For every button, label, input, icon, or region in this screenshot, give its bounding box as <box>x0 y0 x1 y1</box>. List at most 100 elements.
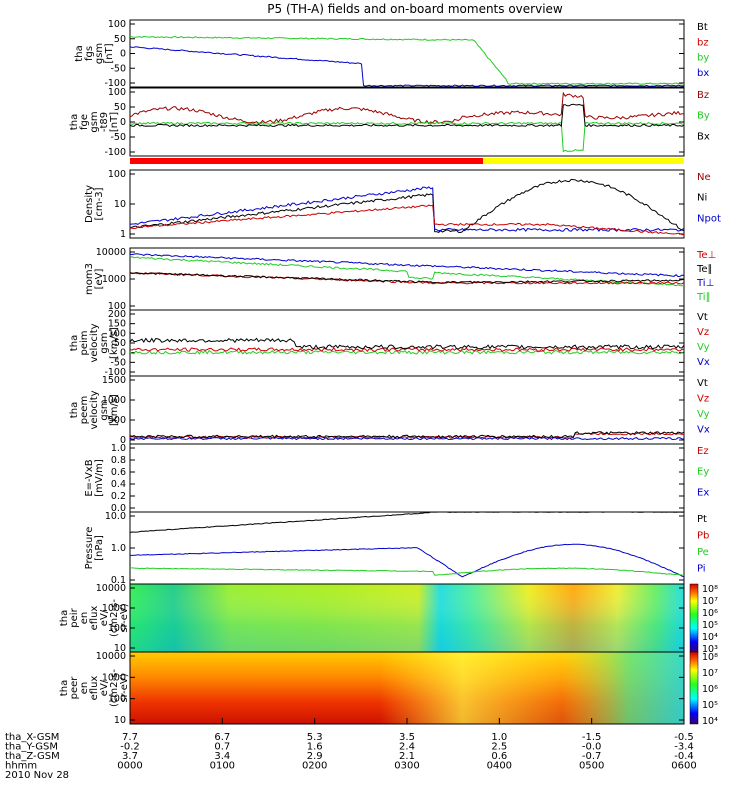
y-axis-label-line: gsm <box>99 399 110 420</box>
ephemeris-label: hhmm <box>5 761 37 772</box>
Tiperp-trace <box>129 253 685 278</box>
ephemeris-y-value: -0.0 <box>582 742 602 753</box>
colorbar <box>689 651 699 725</box>
ephemeris-x-value: 7.7 <box>122 732 138 743</box>
y-tick-label: 0.8 <box>111 455 126 466</box>
ephemeris-t-value: 0000 <box>117 761 142 772</box>
By-trace <box>129 121 685 153</box>
y-axis-label-line: peem <box>79 396 90 424</box>
Vt-trace <box>129 431 685 439</box>
colorbar-label: 10⁵ <box>702 700 718 711</box>
ephemeris-t-value: 0500 <box>579 761 604 772</box>
panel-p7: 1.00.80.60.40.20.0 E=-VxB[mV/m] Ez Ey Ex <box>84 443 709 514</box>
y-axis-label-line: tha <box>69 402 80 418</box>
ephemeris-z-value: 0.6 <box>491 751 507 762</box>
Vt-trace <box>129 337 685 350</box>
legend-Ni: Ni <box>697 193 707 204</box>
colorbar-label: 10⁴ <box>702 632 718 643</box>
ephemeris-t-value: 0400 <box>487 761 512 772</box>
y-tick-label: 100 <box>108 169 126 180</box>
y-axis-label-line: Density <box>84 185 95 223</box>
colorbar-label: 10⁷ <box>702 596 718 607</box>
y-axis-label-line: tha <box>69 114 80 130</box>
y-tick-label: 10.0 <box>105 511 126 522</box>
ephemeris-y-value: 2.4 <box>399 742 415 753</box>
ion-spectrogram-shade <box>130 584 684 652</box>
y-tick-label: 0.1 <box>111 575 126 586</box>
panel-p9: 10000 1000 100 10 thapeirenefluxeV/(cm2-s-sr… <box>59 583 718 655</box>
y-tick-label: 1000 <box>102 672 126 683</box>
y-axis-label-line: -t89 <box>99 112 110 132</box>
y-axis-label-line: gsm <box>94 43 105 64</box>
ephemeris-t-value: 0100 <box>210 761 235 772</box>
Vz-trace <box>129 432 685 439</box>
ephemeris-label: tha_Y-GSM <box>5 742 58 753</box>
electron-spectrogram-shade <box>130 652 684 724</box>
Bx-trace <box>129 103 685 128</box>
y-axis-label: E=-VxB[mV/m] <box>84 459 105 497</box>
ephemeris-y-value: 0.7 <box>214 742 230 753</box>
panel-frame <box>129 375 685 445</box>
y-axis-label: Density[cm-3] <box>84 185 105 223</box>
legend-Ez: Ez <box>697 446 709 457</box>
y-tick-label: 100 <box>108 19 126 30</box>
y-axis-label: thapeirenefluxeV/(cm2-s-sr-eV) <box>59 599 130 637</box>
y-axis-label-line: (cm2-s- <box>109 599 120 637</box>
ephemeris-t-value: 0200 <box>302 761 327 772</box>
ephemeris-y-value: 2.5 <box>491 742 507 753</box>
y-tick-label: 1.0 <box>111 443 126 454</box>
colorbar-label: 10⁸ <box>702 584 718 595</box>
y-tick-label: 10000 <box>96 583 126 594</box>
y-tick-label: -50 <box>110 357 126 368</box>
y-tick-label: 10000 <box>96 651 126 662</box>
ephemeris-label: tha_Z-GSM <box>5 751 60 762</box>
y-tick-label: 100 <box>108 87 126 98</box>
ephemeris-z-value: -0.4 <box>674 751 694 762</box>
Vx-trace <box>129 436 685 441</box>
y-tick-label: 0 <box>120 49 126 60</box>
panel-p1: 100 50 0 -50 -100 thafgsgsm[nT] Bt bz by bx <box>74 19 709 89</box>
y-axis-label: thapeemvelocitygsm[km/s] <box>69 390 120 429</box>
colorbar-label: 10⁵ <box>702 620 718 631</box>
y-axis-label-line: Pressure <box>84 527 95 570</box>
y-tick-label: -50 <box>110 63 126 74</box>
y-tick-label: 0 <box>120 348 126 359</box>
y-axis-label-line: en <box>79 682 90 695</box>
panel-frame <box>129 87 685 157</box>
y-tick-label: 0.2 <box>111 491 126 502</box>
colorbar-label: 10⁴ <box>702 716 718 727</box>
y-axis-label-line: [km/s] <box>109 327 120 359</box>
legend-Vt: Vt <box>697 378 708 389</box>
y-tick-label: -100 <box>104 78 126 89</box>
y-axis-label-line: [eV] <box>94 269 105 290</box>
legend-Ey: Ey <box>697 467 709 478</box>
panel-p6: 150010005000thapeemvelocitygsm[km/s]VtVz… <box>69 375 710 446</box>
Ne-trace <box>129 204 685 236</box>
colorbar-label: 10⁷ <box>702 668 718 679</box>
y-tick-label: 200 <box>108 309 126 320</box>
y-axis-label-line: tha <box>74 45 85 61</box>
ephemeris-x-value: -1.5 <box>582 732 602 743</box>
ephemeris-t-value: 0300 <box>394 761 419 772</box>
y-tick-label: 1.0 <box>111 543 126 554</box>
y-tick-label: 0 <box>120 435 126 446</box>
panel-frame <box>129 443 685 513</box>
y-axis-label-line: [nT] <box>109 112 120 132</box>
ephemeris-z-value: 2.9 <box>307 751 323 762</box>
y-axis-label-line: fgs <box>84 46 95 61</box>
ephemeris-z-value: -0.7 <box>582 751 602 762</box>
status-bar-slow <box>483 158 684 164</box>
y-axis-label-line: tha <box>69 335 80 351</box>
bx-trace <box>129 46 685 87</box>
legend-Vz: Vz <box>697 394 709 405</box>
legend-by: by <box>697 53 709 64</box>
panel-p3: 100 10 1 Density[cm-3] Ne Ni Npot <box>84 169 721 240</box>
legend-Vz: Vz <box>697 327 709 338</box>
y-tick-label: -100 <box>104 147 126 158</box>
y-axis-label: thapeerenefluxeV/(cm2-s-sr-eV) <box>59 669 130 707</box>
y-tick-label: 50 <box>114 338 126 349</box>
y-axis-label-line: fge <box>79 114 90 130</box>
